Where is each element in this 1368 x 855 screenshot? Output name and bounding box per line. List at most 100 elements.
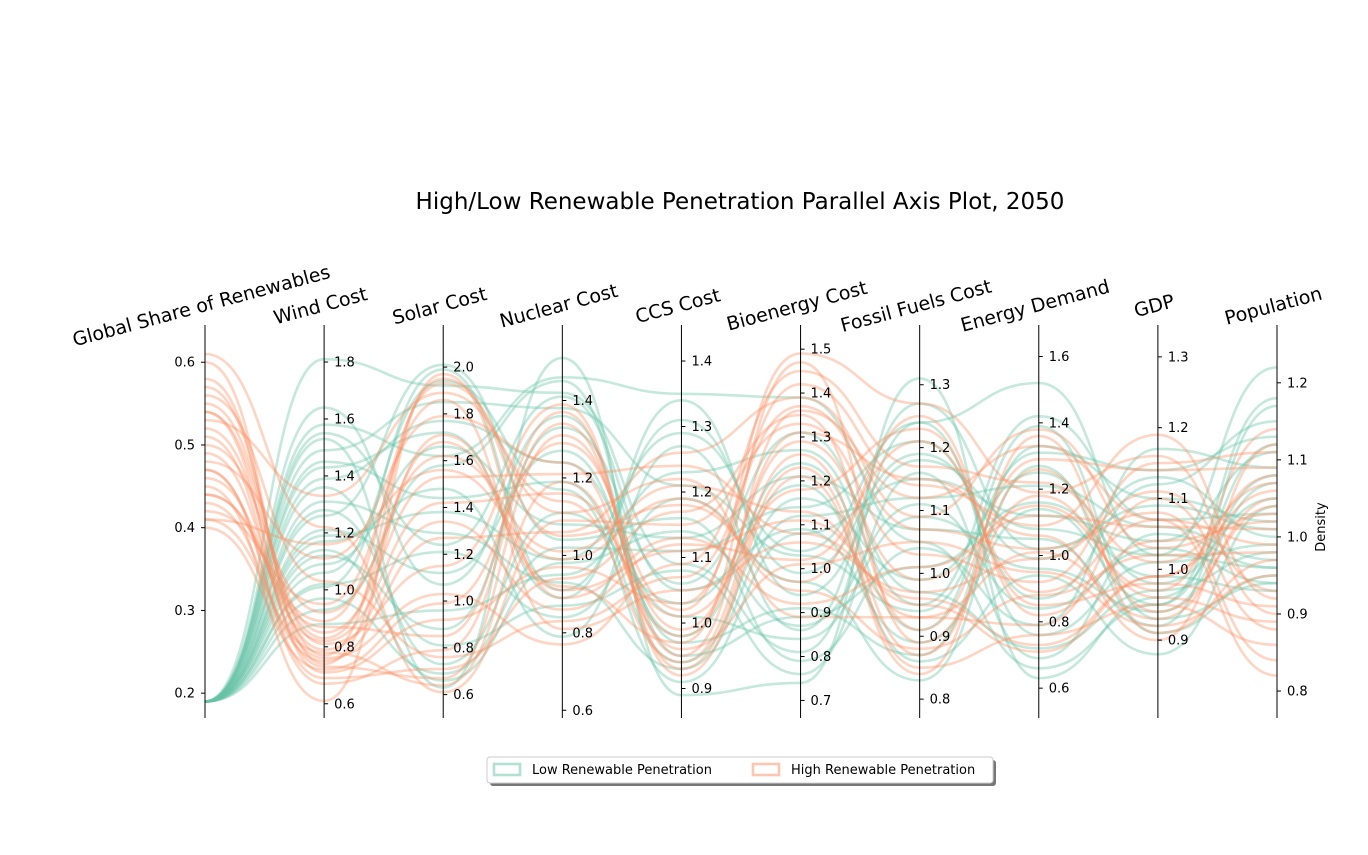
tick-label: 0.8 (1287, 685, 1308, 700)
series-line-32 (204, 382, 1278, 674)
series-line-34 (204, 427, 1278, 652)
legend-label-low: Low Renewable Penetration (532, 763, 712, 778)
tick-label: 1.0 (811, 562, 832, 577)
series-line-5 (204, 398, 1278, 703)
series-line-16 (204, 414, 1278, 703)
tick-label: 1.1 (691, 551, 712, 566)
tick-label: 1.4 (1049, 416, 1070, 431)
series-line-31 (204, 402, 1278, 647)
axis-name: GDP (1132, 290, 1177, 322)
series-line-45 (204, 431, 1278, 687)
tick-label: 1.0 (691, 617, 712, 632)
tick-label: 1.1 (1287, 453, 1308, 468)
tick-label: 1.0 (930, 567, 951, 582)
tick-label: 0.9 (1287, 607, 1308, 622)
series-line-7 (204, 484, 1278, 703)
tick-label: 1.8 (334, 356, 355, 371)
series-line-43 (204, 396, 1278, 663)
series-line-50 (204, 382, 1278, 623)
axis-name: Solar Cost (390, 283, 489, 329)
tick-label: 1.2 (811, 474, 832, 489)
series-line-30 (204, 394, 1278, 662)
series-line-11 (204, 426, 1278, 703)
series-line-28 (204, 377, 1278, 657)
tick-label: 1.8 (453, 407, 474, 422)
series-line-36 (204, 443, 1278, 631)
tick-label: 0.6 (572, 704, 593, 719)
series-line-46 (204, 468, 1278, 651)
series-line-10 (204, 402, 1278, 703)
chart-title: High/Low Renewable Penetration Parallel … (416, 189, 1065, 215)
series-line-47 (204, 352, 1278, 671)
series-line-33 (204, 391, 1278, 664)
series-lines (204, 352, 1278, 703)
tick-label: 1.2 (691, 486, 712, 501)
series-line-8 (204, 363, 1278, 703)
series-line-25 (204, 502, 1278, 703)
series-line-35 (204, 427, 1278, 680)
series-line-24 (204, 395, 1278, 703)
legend: Low Renewable Penetration High Renewable… (486, 756, 996, 786)
tick-label: 1.0 (453, 595, 474, 610)
tick-label: 0.8 (334, 640, 355, 655)
tick-label: 1.2 (1168, 421, 1189, 436)
tick-label: 1.3 (1168, 350, 1189, 365)
legend-label-high: High Renewable Penetration (791, 763, 975, 778)
series-line-13 (204, 464, 1278, 703)
tick-label: 1.0 (1168, 563, 1189, 578)
tick-label: 1.2 (453, 548, 474, 563)
tick-label: 0.8 (453, 641, 474, 656)
tick-label: 1.0 (334, 583, 355, 598)
series-line-20 (204, 404, 1278, 703)
series-line-40 (204, 427, 1278, 643)
tick-label: 0.6 (1049, 682, 1070, 697)
tick-label: 1.0 (572, 549, 593, 564)
series-line-3 (204, 356, 1278, 703)
tick-label: 0.3 (174, 604, 195, 619)
series-line-1 (204, 357, 1278, 703)
legend-swatch-low (492, 762, 522, 777)
tick-label: 0.8 (811, 650, 832, 665)
tick-label: 1.3 (691, 420, 712, 435)
right-axis-label: Density (1314, 502, 1329, 552)
tick-label: 0.2 (174, 687, 195, 702)
series-line-4 (204, 400, 1278, 703)
tick-label: 0.9 (811, 606, 832, 621)
tick-label: 1.4 (691, 355, 712, 370)
series-line-48 (204, 410, 1278, 654)
series-line-49 (204, 409, 1278, 686)
tick-label: 1.2 (572, 471, 593, 486)
series-line-12 (204, 379, 1278, 703)
series-line-9 (204, 424, 1278, 703)
tick-label: 1.1 (1168, 492, 1189, 507)
tick-label: 0.9 (1168, 634, 1189, 649)
series-line-37 (204, 369, 1278, 660)
series-line-17 (204, 419, 1278, 703)
series-line-2 (204, 375, 1278, 703)
series-line-42 (204, 410, 1278, 671)
legend-swatch-high (751, 762, 781, 777)
tick-label: 1.4 (334, 469, 355, 484)
tick-label: 0.9 (930, 630, 951, 645)
series-line-18 (204, 421, 1278, 703)
series-line-26 (204, 352, 1278, 694)
series-line-22 (204, 460, 1278, 703)
legend-frame (486, 756, 994, 784)
axis-name: CCS Cost (633, 284, 723, 328)
series-line-21 (204, 471, 1278, 703)
tick-label: 1.4 (453, 501, 474, 516)
tick-label: 0.6 (453, 688, 474, 703)
tick-label: 0.8 (572, 626, 593, 641)
series-line-38 (204, 414, 1278, 651)
series-line-41 (204, 372, 1278, 703)
series-line-44 (204, 398, 1278, 631)
tick-label: 0.7 (811, 694, 832, 709)
tick-label: 0.8 (1049, 615, 1070, 630)
tick-label: 0.9 (691, 682, 712, 697)
tick-label: 0.8 (930, 693, 951, 708)
tick-label: 1.4 (811, 387, 832, 402)
tick-label: 1.3 (930, 378, 951, 393)
tick-label: 1.5 (811, 343, 832, 358)
tick-label: 1.1 (811, 518, 832, 533)
